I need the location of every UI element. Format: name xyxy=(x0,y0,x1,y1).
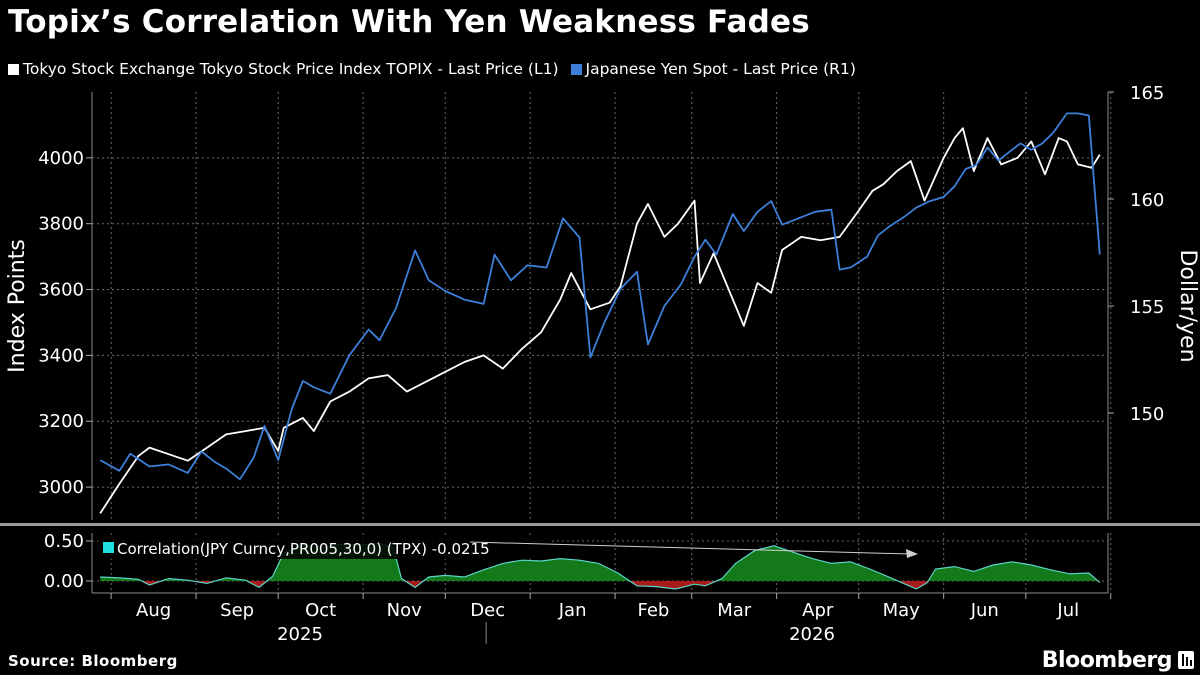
legend-item-topix: Tokyo Stock Exchange Tokyo Stock Price I… xyxy=(8,60,559,78)
corr-area-segment-9 xyxy=(629,581,717,589)
x-tick-label-apr: Apr xyxy=(802,600,834,621)
x-tick-label-oct: Oct xyxy=(305,600,336,621)
legend-item-yen: Japanese Yen Spot - Last Price (R1) xyxy=(570,60,856,78)
year-label-1: 2026 xyxy=(789,624,835,645)
x-tick-label-dec: Dec xyxy=(470,600,505,621)
legend-label-yen: Japanese Yen Spot - Last Price (R1) xyxy=(585,60,856,78)
legend-swatch-yen xyxy=(570,63,582,75)
x-tick-label-mar: Mar xyxy=(717,600,752,621)
corr-area-segment-12 xyxy=(928,561,1098,581)
y-axis-left-label: Index Points xyxy=(5,239,30,373)
y-tick-left-3800: 3800 xyxy=(38,214,84,235)
x-tick-label-may: May xyxy=(883,600,921,621)
y-tick-right-155: 155 xyxy=(1130,297,1164,318)
corr-y-tick-0: 0.00 xyxy=(44,571,84,592)
x-tick-label-jan: Jan xyxy=(558,600,587,621)
y-tick-left-3200: 3200 xyxy=(38,411,84,432)
y-axis-right-label: Dollar/yen xyxy=(1175,249,1200,362)
year-label-0: 2025 xyxy=(277,624,323,645)
legend-swatch-topix xyxy=(8,63,19,75)
chart-title: Topix’s Correlation With Yen Weakness Fa… xyxy=(8,4,810,40)
topix-line xyxy=(99,127,1101,514)
x-tick-label-aug: Aug xyxy=(136,600,171,621)
source-note: Source: Bloomberg xyxy=(8,652,178,670)
y-tick-left-4000: 4000 xyxy=(38,148,84,169)
corr-line xyxy=(100,542,1101,590)
y-tick-left-3000: 3000 xyxy=(38,477,84,498)
corr-area-segment-10 xyxy=(716,545,898,581)
corr-y-tick-1: 0.50 xyxy=(44,531,84,552)
corr-area-segment-7 xyxy=(405,581,424,588)
x-tick-label-sep: Sep xyxy=(220,600,254,621)
annotation-arrow-line xyxy=(469,541,911,555)
yen-line xyxy=(99,112,1101,481)
corr-area-segment-1 xyxy=(141,581,162,585)
y-tick-right-165: 165 xyxy=(1130,83,1164,104)
bloomberg-logo-icon xyxy=(1178,651,1194,669)
panel-separator xyxy=(0,523,1200,526)
brand-wordmark: Bloomberg xyxy=(1041,648,1173,673)
corr-legend-box xyxy=(98,538,550,559)
x-tick-label-nov: Nov xyxy=(387,600,422,621)
corr-area-segment-11 xyxy=(898,581,929,589)
corr-legend-label: Correlation(JPY Curncy,PR005,30,0) (TPX)… xyxy=(117,540,490,558)
legend: Tokyo Stock Exchange Tokyo Stock Price I… xyxy=(8,60,868,78)
y-tick-right-150: 150 xyxy=(1130,404,1164,425)
corr-area-segment-5 xyxy=(246,581,267,588)
x-tick-label-jul: Jul xyxy=(1056,600,1079,621)
x-tick-label-feb: Feb xyxy=(637,600,669,621)
corr-legend-swatch xyxy=(103,542,114,553)
corr-area-segment-4 xyxy=(215,577,247,581)
y-tick-right-160: 160 xyxy=(1130,190,1164,211)
corr-area-segment-8 xyxy=(423,558,630,581)
x-tick-label-jun: Jun xyxy=(970,600,999,621)
annotation-arrow-head xyxy=(906,549,918,558)
y-tick-left-3600: 3600 xyxy=(38,280,84,301)
y-tick-left-3400: 3400 xyxy=(38,345,84,366)
legend-label-topix: Tokyo Stock Exchange Tokyo Stock Price I… xyxy=(23,60,559,78)
